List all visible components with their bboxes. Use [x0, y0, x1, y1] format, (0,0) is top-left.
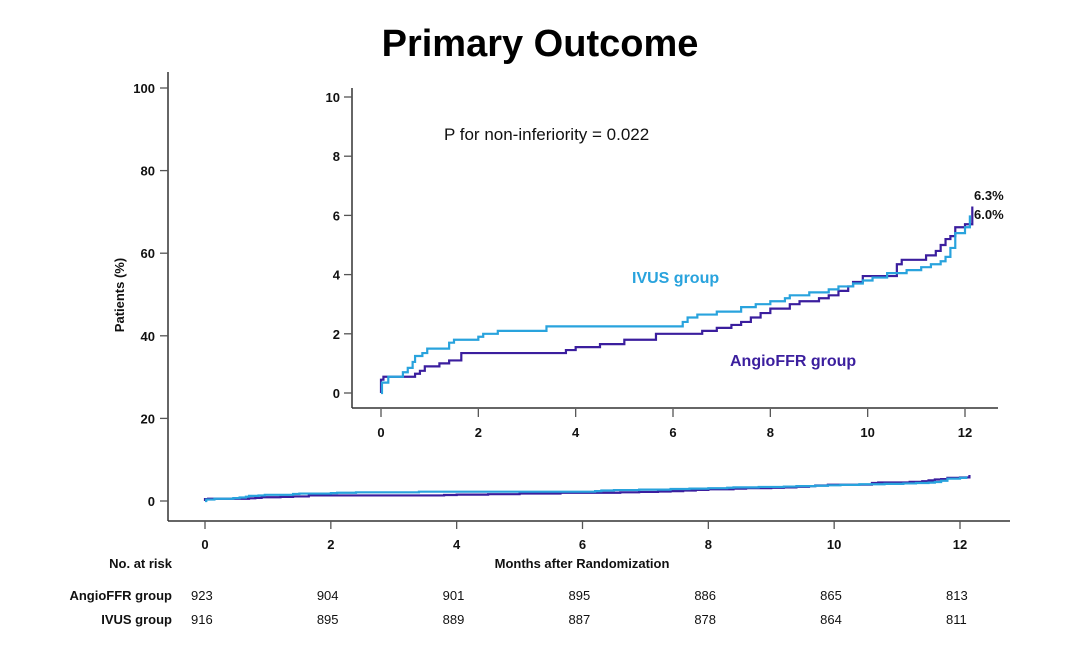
ivus-end-value-label: 6.0%	[974, 207, 1004, 222]
risk-value: 811	[946, 612, 967, 627]
main-y-tick-label: 20	[141, 411, 155, 426]
chart-title: Primary Outcome	[382, 23, 699, 65]
inset-y-ticks: 0 2 4 6 8 10	[326, 90, 352, 401]
inset-x-tick-label: 4	[572, 425, 580, 440]
main-y-axis-label: Patients (%)	[112, 258, 127, 332]
risk-value: 923	[191, 588, 213, 603]
main-y-ticks: 0 20 40 60 80 100	[133, 81, 168, 509]
main-x-tick-label: 6	[579, 537, 586, 552]
inset-axes: 0 2 4 6 8 10 0 2 4 6 8 10 12 P for non-inferiority …	[326, 88, 1004, 440]
inset-y-tick-label: 8	[333, 149, 340, 164]
main-y-tick-label: 100	[133, 81, 155, 96]
inset-y-tick-label: 10	[326, 90, 340, 105]
inset-x-tick-label: 12	[958, 425, 972, 440]
main-x-axis-label: Months after Randomization	[495, 556, 670, 571]
main-x-tick-label: 0	[201, 537, 208, 552]
main-y-tick-label: 0	[148, 494, 155, 509]
risk-value: 813	[946, 588, 968, 603]
risk-row-label-angioffr: AngioFFR group	[69, 588, 172, 603]
risk-table-header: No. at risk	[109, 556, 173, 571]
inset-curve-angioffr-group	[379, 206, 974, 393]
main-y-tick-label: 60	[141, 246, 155, 261]
risk-values: 923 904 901 895 886 865 813 916 895 889 887 878 864 8…	[191, 588, 968, 627]
main-x-tick-label: 10	[827, 537, 841, 552]
inset-x-tick-label: 10	[860, 425, 874, 440]
inset-curve-ivus-group	[380, 215, 971, 395]
risk-value: 895	[317, 612, 339, 627]
risk-value: 886	[694, 588, 716, 603]
main-x-ticks: 0 2 4 6 8 10 12	[201, 521, 967, 552]
inset-x-tick-label: 6	[669, 425, 676, 440]
p-value-annotation: P for non-inferiority = 0.022	[444, 125, 649, 144]
risk-table: No. at risk AngioFFR group IVUS group 92…	[69, 556, 967, 627]
risk-value: 895	[569, 588, 591, 603]
inset-x-ticks: 0 2 4 6 8 10 12	[377, 409, 972, 440]
main-curves	[203, 474, 971, 503]
inset-y-tick-label: 6	[333, 208, 340, 223]
main-curve-angioffr-group	[203, 474, 971, 501]
ivus-group-label: IVUS group	[632, 270, 719, 287]
risk-row-label-ivus: IVUS group	[101, 612, 172, 627]
risk-value: 864	[820, 612, 842, 627]
inset-y-tick-label: 0	[333, 386, 340, 401]
risk-value: 916	[191, 612, 213, 627]
risk-value: 904	[317, 588, 339, 603]
inset-y-tick-label: 4	[333, 268, 341, 283]
main-x-tick-label: 8	[705, 537, 712, 552]
inset-x-tick-label: 2	[475, 425, 482, 440]
main-curve-ivus-group	[205, 476, 968, 503]
main-x-tick-label: 12	[953, 537, 967, 552]
risk-value: 889	[443, 612, 465, 627]
risk-value: 865	[820, 588, 842, 603]
angioffr-group-label: AngioFFR group	[730, 353, 856, 370]
inset-x-tick-label: 8	[767, 425, 774, 440]
main-y-tick-label: 80	[141, 164, 155, 179]
risk-value: 901	[443, 588, 465, 603]
main-x-tick-label: 4	[453, 537, 461, 552]
angioffr-end-value-label: 6.3%	[974, 188, 1004, 203]
main-y-tick-label: 40	[141, 329, 155, 344]
main-x-tick-label: 2	[327, 537, 334, 552]
inset-curves	[379, 206, 974, 395]
inset-y-tick-label: 2	[333, 327, 340, 342]
risk-value: 878	[694, 612, 716, 627]
risk-value: 887	[569, 612, 591, 627]
inset-x-tick-label: 0	[377, 425, 384, 440]
